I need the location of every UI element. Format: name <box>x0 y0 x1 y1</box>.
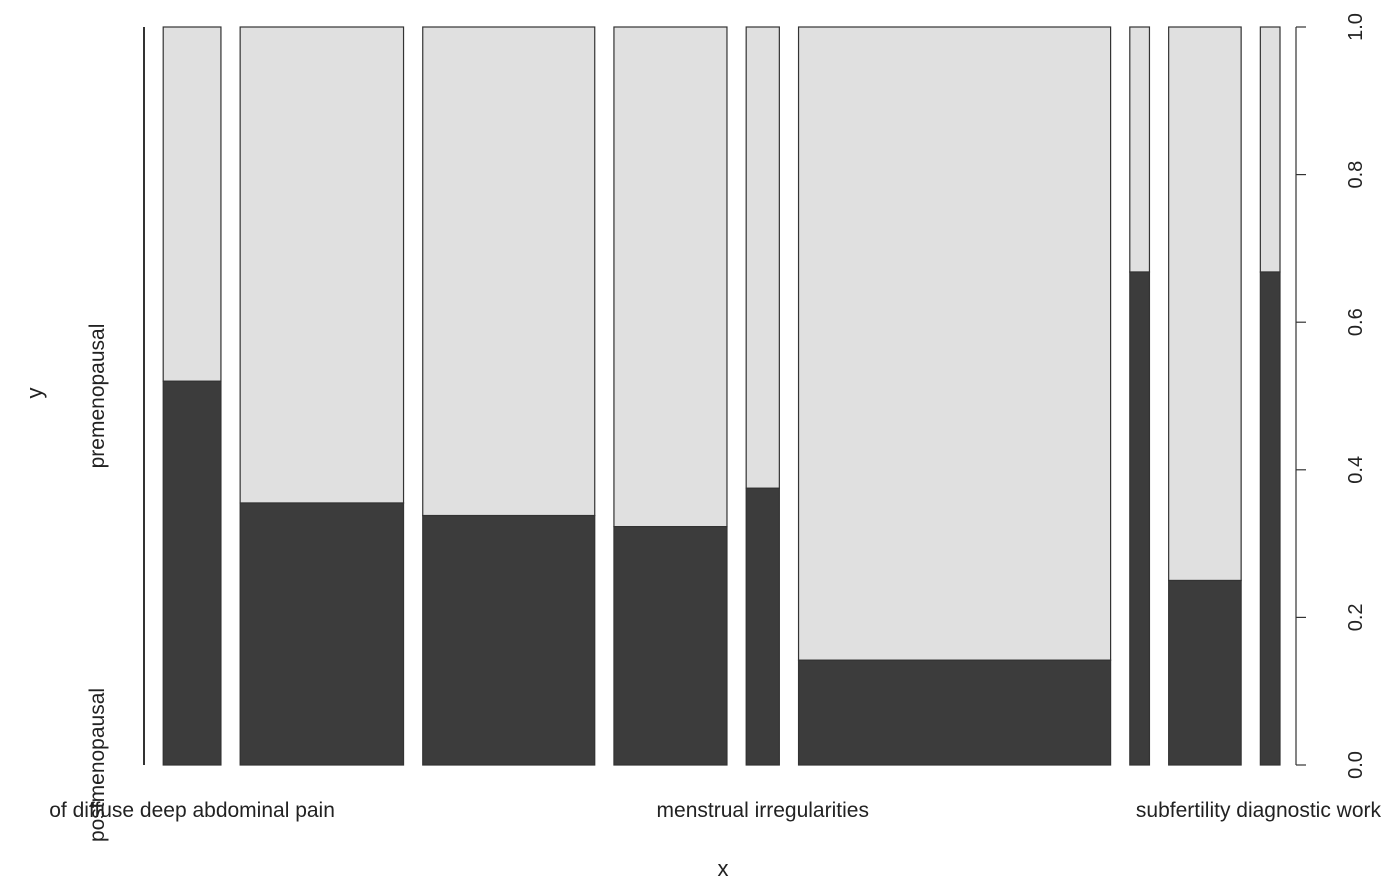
right-y-axis: 0.0 0.2 0.4 0.6 0.8 1.0 <box>1295 13 1367 779</box>
bar-premenopausal-5 <box>745 26 780 489</box>
x-tick-label-2: subfertility diagnostic workup <box>1136 799 1382 822</box>
bar-premenopausal-1 <box>162 26 222 382</box>
x-tick-labels: of diffuse deep abdominal pain menstrual … <box>49 799 1382 822</box>
y-tick-label-2: 0.4 <box>1345 456 1367 484</box>
y-axis-label: y <box>22 388 47 399</box>
bar-postmenopausal-9 <box>1259 271 1281 766</box>
bar-postmenopausal-7 <box>1129 271 1151 766</box>
bar-postmenopausal-8 <box>1168 579 1242 766</box>
y-category-label-premenopausal: premenopausal <box>86 324 109 469</box>
x-tick-label-0: of diffuse deep abdominal pain <box>49 799 335 822</box>
y-category-label-postmenopausal: postmenopausal <box>86 688 109 842</box>
bar-postmenopausal-6 <box>797 659 1112 766</box>
bar-premenopausal-9 <box>1259 26 1281 273</box>
bar-postmenopausal-5 <box>745 487 780 766</box>
y-tick-label-5: 1.0 <box>1345 13 1367 41</box>
bar-postmenopausal-1 <box>162 380 222 766</box>
x-axis-label: x <box>718 856 729 880</box>
y-tick-label-4: 0.8 <box>1345 161 1367 189</box>
x-tick-label-1: menstrual irregularities <box>657 799 869 822</box>
bar-premenopausal-2 <box>239 26 405 504</box>
bar-premenopausal-7 <box>1129 26 1151 273</box>
bar-premenopausal-3 <box>422 26 596 517</box>
y-tick-label-1: 0.2 <box>1345 603 1367 631</box>
bar-premenopausal-8 <box>1168 26 1242 582</box>
bar-premenopausal-6 <box>797 26 1112 661</box>
plot-bars <box>143 26 1281 766</box>
bar-postmenopausal-4 <box>613 526 728 766</box>
y-category-labels: postmenopausal premenopausal <box>86 324 109 842</box>
y-tick-label-3: 0.6 <box>1345 308 1367 336</box>
bar-premenopausal-4 <box>613 26 728 528</box>
bar-postmenopausal-2 <box>239 502 405 766</box>
y-tick-label-0: 0.0 <box>1345 751 1367 779</box>
bar-postmenopausal-3 <box>422 514 596 766</box>
